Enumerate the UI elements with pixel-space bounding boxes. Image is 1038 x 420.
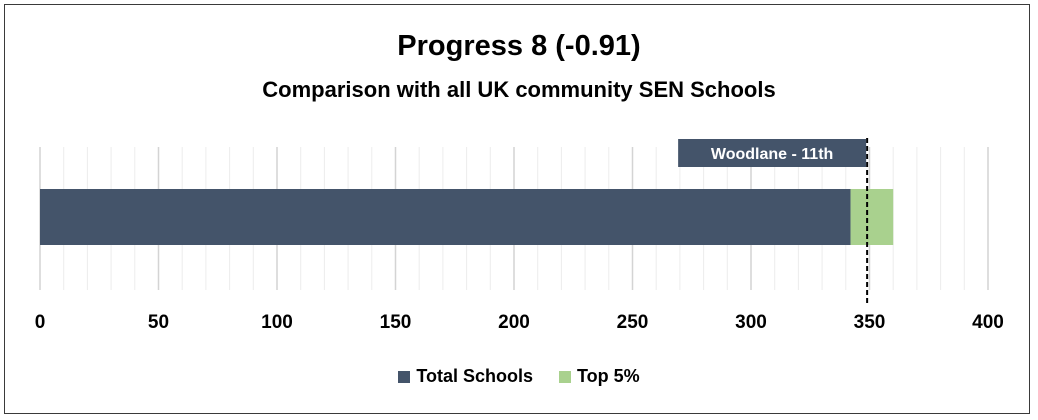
- marker-group: Woodlane - 11th: [678, 138, 869, 303]
- x-tick-label: 100: [261, 312, 293, 333]
- legend-label-total-schools: Total Schools: [416, 366, 533, 386]
- legend-swatch-total-schools: [398, 370, 411, 383]
- legend-label-top-5: Top 5%: [577, 366, 640, 386]
- bar-top-5: [850, 189, 894, 245]
- marker-label: Woodlane - 11th: [711, 146, 833, 163]
- x-tick-label: 400: [972, 312, 1004, 333]
- legend-item-total-schools: Total Schools: [398, 366, 533, 387]
- x-tick-label: 350: [854, 312, 886, 333]
- chart-title: Progress 8 (-0.91): [397, 30, 641, 62]
- x-tick-label: 50: [148, 312, 169, 333]
- legend-item-top-5: Top 5%: [559, 366, 640, 387]
- x-tick-label: 300: [735, 312, 767, 333]
- x-tick-label: 150: [380, 312, 412, 333]
- x-axis-ticks: 0 50 100 150 200 250 300 350 400: [35, 312, 1004, 333]
- x-tick-label: 0: [35, 312, 46, 333]
- x-tick-label: 250: [617, 312, 649, 333]
- chart-subtitle: Comparison with all UK community SEN Sch…: [262, 77, 776, 102]
- bars: [40, 189, 894, 245]
- bar-total-schools: [40, 189, 851, 245]
- x-tick-label: 200: [498, 312, 530, 333]
- legend-swatch-top-5: [559, 370, 571, 383]
- legend: Total Schools Top 5%: [0, 366, 1038, 387]
- marker-label-box: [678, 139, 867, 167]
